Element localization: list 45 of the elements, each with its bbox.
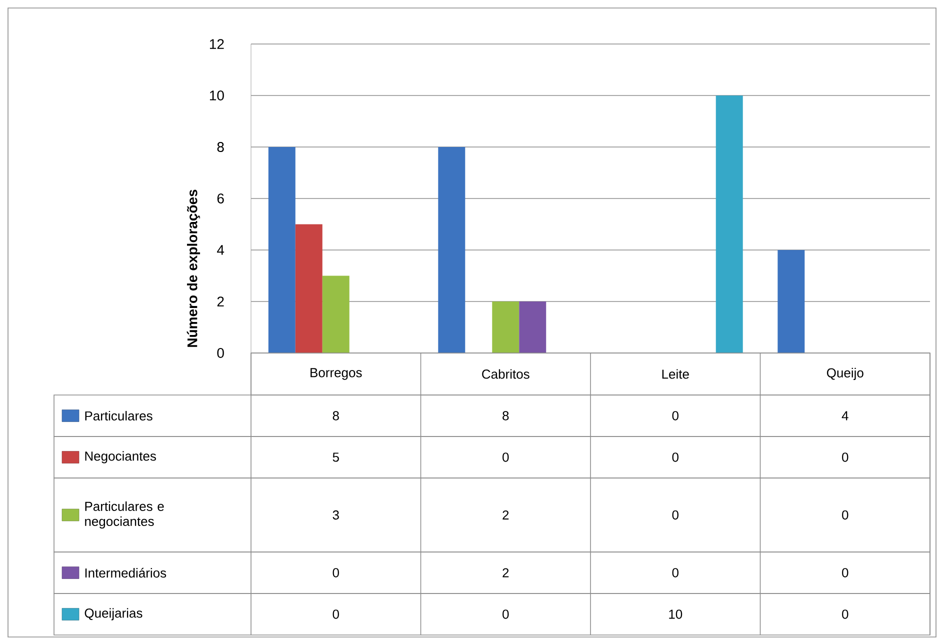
data-label: 8 (502, 411, 509, 420)
x-tick-label: Borregos (310, 368, 362, 380)
y-tick-label: 8 (217, 142, 224, 152)
legend-label: Negociantes (85, 451, 156, 464)
data-label: 0 (502, 610, 509, 619)
data-label: 2 (502, 568, 509, 578)
y-tick-label: 0 (217, 348, 224, 358)
x-tick-label: Queijo (826, 368, 864, 380)
legend-label: Queijarias (84, 608, 142, 620)
bar (295, 224, 322, 353)
data-label: 0 (842, 452, 848, 462)
legend-label: Intermediários (85, 568, 166, 578)
y-tick-label: 10 (210, 90, 224, 100)
data-label: 0 (842, 568, 848, 578)
bar (492, 301, 520, 353)
legend-label: Particulares e negociantes (85, 501, 164, 529)
bar (268, 146, 296, 353)
y-tick-label: 6 (217, 194, 224, 204)
data-label: 2 (502, 510, 509, 520)
y-tick-label: 4 (217, 245, 224, 255)
data-label: 0 (332, 568, 339, 578)
x-tick-label: Leite (662, 369, 689, 379)
bar (716, 95, 743, 353)
x-tick-label: Cabritos (482, 369, 530, 379)
bar (322, 276, 350, 353)
data-label: 0 (672, 568, 678, 578)
data-label: 0 (332, 610, 339, 619)
bar (519, 301, 546, 353)
data-label: 8 (332, 411, 339, 420)
y-axis-title: Número de explorações (186, 190, 200, 347)
data-label: 0 (672, 452, 678, 462)
legend-label: Particulares (85, 410, 152, 421)
data-label: 0 (672, 510, 678, 520)
data-label: 0 (672, 411, 678, 420)
data-label: 0 (842, 510, 848, 520)
data-label: 0 (502, 452, 509, 462)
data-label: 3 (332, 510, 339, 520)
data-label: 4 (842, 411, 848, 420)
data-label: 0 (842, 610, 848, 619)
data-label: 10 (669, 610, 682, 619)
data-label: 5 (332, 452, 339, 462)
y-tick-label: 2 (217, 296, 224, 306)
y-tick-label: 12 (210, 39, 224, 49)
bar (778, 250, 805, 353)
bar (438, 146, 466, 353)
